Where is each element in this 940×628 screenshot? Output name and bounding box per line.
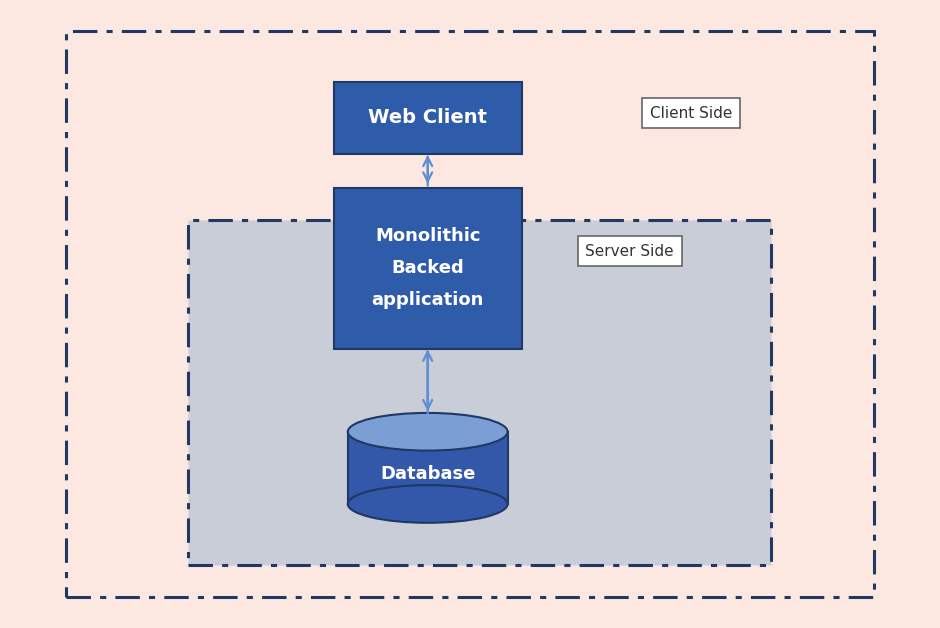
FancyBboxPatch shape [334,82,522,154]
FancyBboxPatch shape [188,220,771,565]
FancyBboxPatch shape [334,188,522,349]
Bar [348,432,508,504]
Text: Web Client: Web Client [368,108,487,127]
Ellipse shape [348,413,508,451]
Text: Client Side: Client Side [650,106,732,121]
Text: Server Side: Server Side [586,244,674,259]
Ellipse shape [348,485,508,522]
Text: Monolithic
Backed
application: Monolithic Backed application [371,227,484,310]
FancyBboxPatch shape [66,31,874,597]
Text: Database: Database [380,465,476,483]
